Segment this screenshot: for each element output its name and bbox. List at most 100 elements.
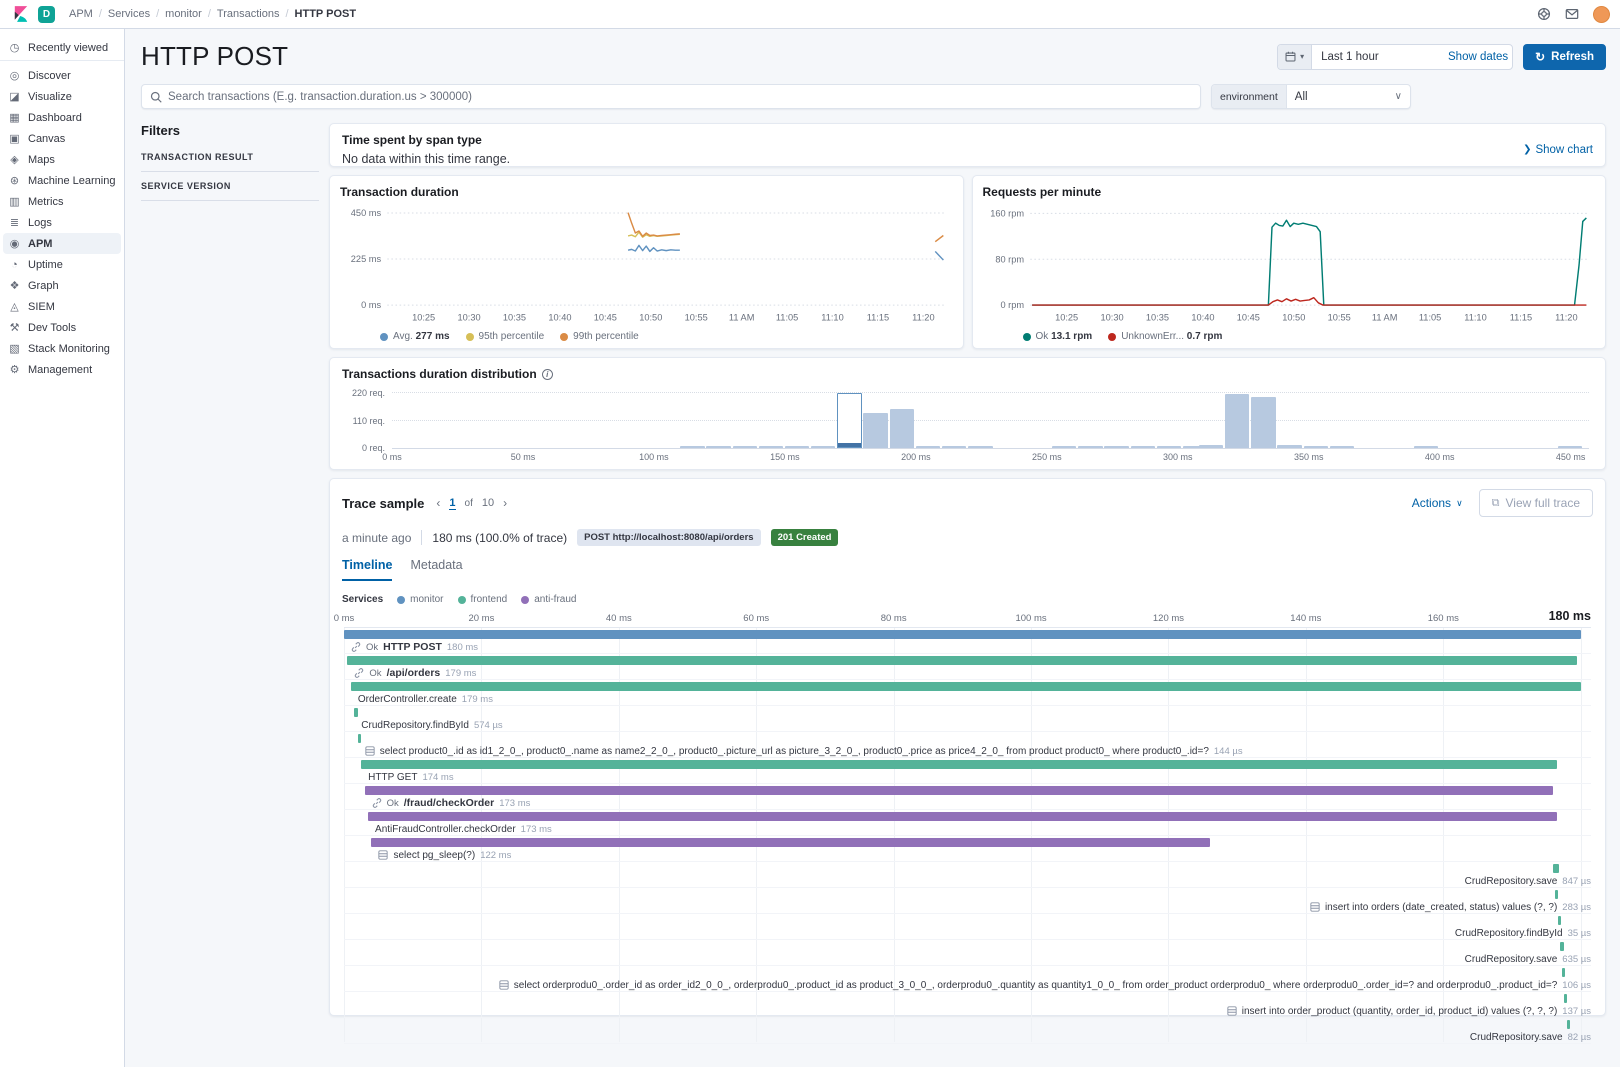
sidebar-item-visualize[interactable]: ◪ Visualize [9,90,72,104]
breadcrumb-item[interactable]: Services [107,8,151,20]
search-input[interactable] [168,90,1192,103]
span-row[interactable]: Ok/api/orders 179 ms [344,654,1591,680]
histogram-bar[interactable] [1413,446,1438,448]
span-row[interactable]: Ok HTTP POST 180 ms [344,628,1591,654]
span-bar[interactable] [364,786,1554,795]
filter-service-version[interactable]: SERVICE VERSION [141,181,319,201]
histogram-bar[interactable] [758,446,784,448]
space-badge[interactable]: D [38,5,55,23]
span-row[interactable]: HTTP GET 174 ms [344,758,1591,784]
date-picker[interactable]: ▾ Last 1 hour Show dates [1277,43,1514,70]
histogram-bar[interactable] [1557,446,1582,448]
sidebar-item-machine-learning[interactable]: ⊛ Machine Learning [9,174,116,188]
span-row[interactable]: CrudRepository.save 847 µs [344,862,1591,888]
histogram-bar[interactable] [1224,394,1250,448]
sidebar-item-discover[interactable]: ◎ Discover [9,69,71,83]
transaction-duration-chart[interactable]: 450 ms 225 ms 0 ms 10:25 10:30 10:35 10:40 10:4… [340,201,953,329]
histogram-bar[interactable] [1183,446,1208,448]
info-icon[interactable]: i [541,368,553,380]
span-bar[interactable] [1560,942,1565,951]
sidebar-item-dashboard[interactable]: ▦ Dashboard [9,111,82,125]
span-bar[interactable] [1566,1020,1570,1029]
sidebar-item-dev-tools[interactable]: ⚒ Dev Tools [9,321,77,335]
histogram-bar[interactable] [1198,444,1224,448]
span-row[interactable]: CrudRepository.findById 35 µs [344,914,1591,940]
span-bar[interactable] [1558,916,1562,925]
histogram-bar-selected[interactable] [837,393,862,448]
span-row[interactable]: insert into order_product (quantity, ord… [344,992,1591,1018]
histogram-bar[interactable] [1052,446,1077,448]
tab-timeline[interactable]: Timeline [342,558,393,581]
sidebar-item-canvas[interactable]: ▣ Canvas [9,132,66,146]
breadcrumb-item[interactable]: Transactions [216,8,280,20]
span-bar[interactable] [357,734,361,743]
span-row[interactable]: select pg_sleep(?) 122 ms [344,836,1591,862]
span-bar[interactable] [350,682,1581,691]
span-row[interactable]: Ok/fraud/checkOrder 173 ms [344,784,1591,810]
sidebar-item-apm[interactable]: ◉ APM [3,233,121,254]
span-row[interactable]: OrderController.create 179 ms [344,680,1591,706]
tab-metadata[interactable]: Metadata [410,558,463,572]
histogram-bar[interactable] [968,446,993,448]
chevron-right-icon[interactable]: › [503,496,508,510]
legend-item[interactable]: 95th percentile [465,331,544,342]
current-page[interactable]: 1 [449,496,456,510]
legend-item[interactable]: UnknownErr... 0.7 rpm [1108,331,1222,342]
histogram-bar[interactable] [811,446,836,448]
user-avatar[interactable] [1593,5,1610,23]
span-bar[interactable] [1564,994,1568,1003]
histogram-bar[interactable] [942,446,967,448]
histogram-bar[interactable] [706,446,731,448]
kibana-logo-icon[interactable] [12,5,30,23]
span-row[interactable]: CrudRepository.findById 574 µs [344,706,1591,732]
calendar-icon[interactable]: ▾ [1278,44,1313,69]
span-row[interactable]: CrudRepository.save 635 µs [344,940,1591,966]
histogram-bar[interactable] [1303,445,1328,448]
histogram-bar[interactable] [680,446,705,448]
sidebar-item-uptime[interactable]: ◔ Uptime [0,254,124,275]
span-bar[interactable] [371,838,1210,847]
environment-select[interactable]: environment All ∨ [1211,84,1411,109]
refresh-button[interactable]: ↻ Refresh [1523,43,1606,70]
sidebar-item-metrics[interactable]: ▥ Metrics [9,195,64,209]
sidebar-item-maps[interactable]: ◈ Maps [0,149,124,170]
span-bar[interactable] [344,630,1581,639]
legend-item[interactable]: 99th percentile [560,331,639,342]
span-row[interactable]: CrudRepository.save 82 µs [344,1018,1591,1044]
histogram-bar[interactable] [1156,446,1182,448]
sidebar-item-siem[interactable]: ◬ SIEM [0,296,124,317]
span-row[interactable]: select product0_.id as id1_2_0_, product… [344,732,1591,758]
histogram-bar[interactable] [1277,444,1302,448]
requests-per-minute-chart[interactable]: 160 rpm 80 rpm 0 rpm 10:25 10:30 10:35 10:40 10… [983,201,1596,329]
show-chart-link[interactable]: ❯ Show chart [1523,143,1593,156]
histogram-bar[interactable] [1130,446,1156,448]
histogram-bar[interactable] [863,413,888,448]
histogram-bar[interactable] [915,446,941,448]
time-range-value[interactable]: Last 1 hour [1321,50,1379,63]
span-bar[interactable] [361,760,1557,769]
span-bar[interactable] [1553,864,1560,873]
span-bar[interactable] [354,708,359,717]
filter-transaction-result[interactable]: TRANSACTION RESULT [141,152,319,172]
span-row[interactable]: select orderprodu0_.order_id as order_id… [344,966,1591,992]
sidebar-item-stack-monitoring[interactable]: ▧ Stack Monitoring [9,342,110,356]
span-row[interactable]: AntiFraudController.checkOrder 173 ms [344,810,1591,836]
search-transactions-box[interactable] [141,84,1201,109]
sidebar-item-recently-viewed[interactable]: ◷ Recently viewed [0,35,124,61]
help-icon[interactable] [1537,7,1551,21]
span-bar[interactable] [1555,890,1559,899]
histogram-bar[interactable] [784,446,810,448]
legend-item[interactable]: Ok 13.1 rpm [1022,331,1092,342]
span-bar[interactable] [1562,968,1566,977]
legend-item[interactable]: Avg. 277 ms [380,331,450,342]
breadcrumb-item[interactable]: monitor [165,8,202,20]
chevron-left-icon[interactable]: ‹ [436,496,441,510]
span-bar[interactable] [368,812,1557,821]
show-dates-link[interactable]: Show dates [1448,50,1509,63]
breadcrumb-item[interactable]: HTTP POST [294,8,357,20]
breadcrumb-item[interactable]: APM [69,8,93,20]
sidebar-item-management[interactable]: ⚙ Management [9,363,93,377]
histogram-bar[interactable] [1078,446,1103,448]
histogram-bar[interactable] [1329,446,1355,448]
histogram-bar[interactable] [1251,396,1276,448]
